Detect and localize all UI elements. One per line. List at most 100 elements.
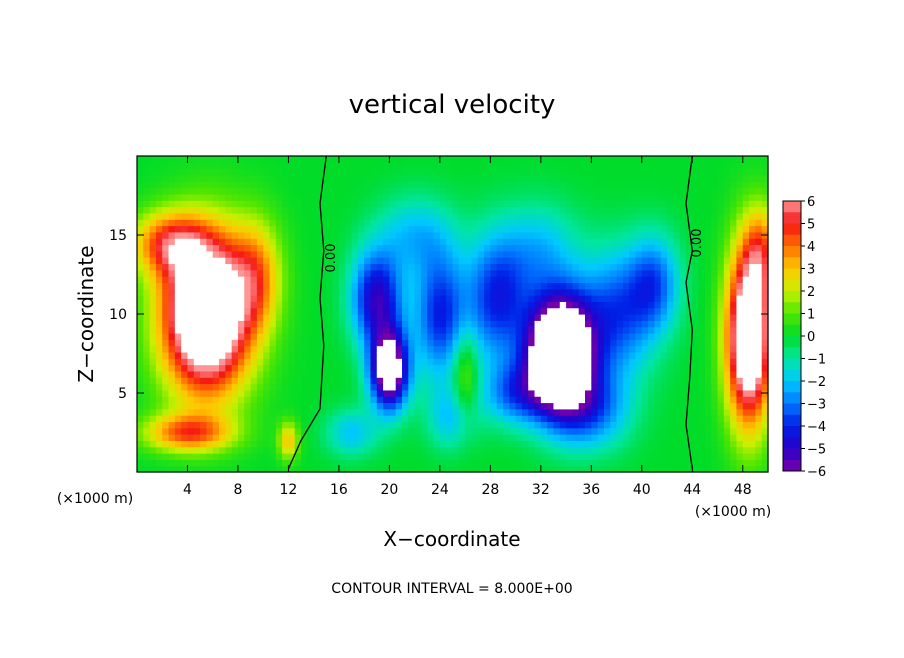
field-cell [547, 295, 555, 302]
field-cell [288, 257, 296, 265]
field-cell [364, 440, 372, 448]
field-cell [357, 332, 365, 340]
field-cell [566, 206, 573, 214]
field-cell [446, 459, 454, 467]
field-cell [553, 257, 561, 265]
field-cell [275, 427, 283, 435]
field-cell [313, 421, 321, 429]
field-cell [269, 427, 277, 435]
field-cell [742, 156, 750, 163]
field-cell [168, 168, 176, 176]
field-cell [496, 244, 504, 252]
field-cell [484, 212, 491, 220]
field-cell [420, 408, 428, 416]
field-cell [433, 370, 441, 378]
field-cell [395, 231, 403, 239]
field-cell [231, 276, 239, 283]
field-cell [622, 250, 630, 258]
field-cell [206, 389, 214, 397]
field-cell [143, 339, 151, 347]
field-cell [477, 156, 485, 163]
field-cell [439, 314, 447, 321]
field-cell [332, 181, 340, 189]
field-cell [591, 453, 599, 460]
field-cell [610, 377, 618, 385]
field-cell [181, 320, 189, 328]
field-cell [528, 301, 536, 309]
field-cell [389, 396, 397, 404]
field-cell [364, 269, 372, 277]
field-cell [174, 332, 182, 340]
field-cell [749, 427, 756, 435]
field-cell [307, 212, 315, 220]
field-cell [269, 231, 277, 239]
field-cell [446, 257, 454, 265]
field-cell [376, 459, 384, 467]
field-cell [490, 225, 498, 233]
field-cell [439, 288, 447, 296]
field-cell [326, 238, 334, 246]
field-cell [660, 206, 668, 214]
field-cell [578, 162, 586, 170]
field-cell [326, 339, 334, 347]
field-cell [698, 377, 706, 385]
field-cell [761, 345, 769, 353]
field-cell [471, 370, 479, 378]
field-cell [237, 377, 245, 385]
field-cell [730, 206, 738, 214]
field-cell [389, 187, 397, 195]
field-cell [446, 326, 454, 334]
field-cell [578, 212, 586, 220]
field-cell [648, 320, 656, 328]
field-cell [364, 295, 372, 302]
field-cell [332, 295, 340, 302]
field-cell [345, 314, 353, 321]
field-cell [332, 250, 340, 258]
field-cell [749, 465, 756, 473]
field-cell [420, 244, 428, 252]
field-cell [301, 314, 308, 321]
field-cell [420, 320, 428, 328]
field-cell [755, 358, 763, 366]
field-cell [477, 320, 485, 328]
field-cell [364, 396, 372, 404]
field-cell [502, 162, 510, 170]
field-cell [465, 396, 473, 404]
field-cell [471, 326, 479, 334]
field-cell [673, 358, 681, 366]
field-cell [288, 288, 296, 296]
field-cell [370, 320, 378, 328]
field-cell [534, 320, 542, 328]
field-cell [181, 358, 189, 366]
field-cell [547, 301, 555, 309]
field-cell [338, 465, 346, 473]
field-cell [578, 307, 586, 315]
field-cell [439, 370, 447, 378]
field-cell [566, 459, 573, 467]
field-cell [736, 162, 744, 170]
field-cell [345, 408, 353, 416]
field-cell [490, 421, 498, 429]
field-cell [509, 332, 517, 340]
field-cell [654, 288, 662, 296]
field-cell [137, 351, 144, 359]
field-cell [465, 415, 473, 423]
field-cell [749, 263, 756, 271]
field-cell [521, 465, 529, 473]
field-cell [345, 225, 353, 233]
field-cell [408, 288, 416, 296]
field-cell [465, 238, 473, 246]
field-cell [635, 383, 643, 391]
field-cell [137, 269, 144, 277]
field-cell [603, 440, 611, 448]
field-cell [749, 200, 756, 208]
field-cell [521, 370, 529, 378]
field-cell [288, 295, 296, 302]
field-cell [212, 453, 220, 460]
field-cell [212, 314, 220, 321]
field-cell [629, 427, 637, 435]
field-cell [313, 276, 321, 283]
field-cell [635, 408, 643, 416]
field-cell [275, 383, 283, 391]
field-cell [420, 231, 428, 239]
